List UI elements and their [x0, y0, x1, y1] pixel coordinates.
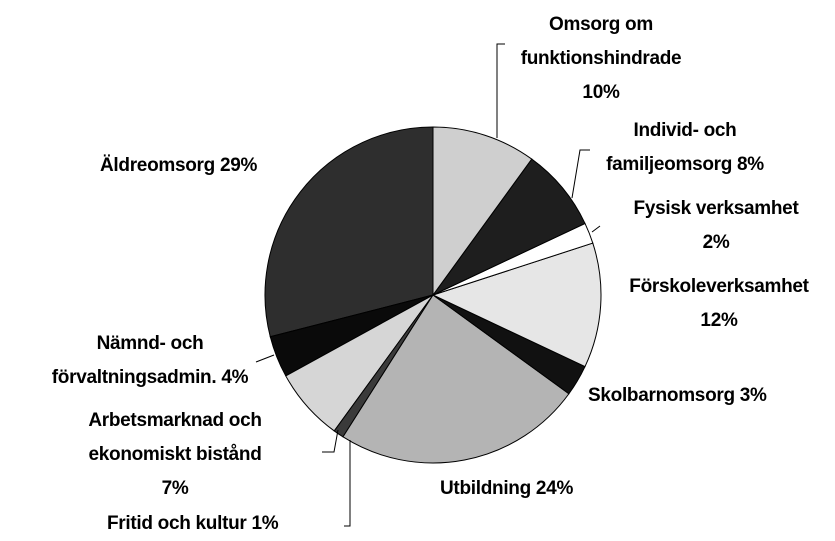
- category-name: Individ- och familjeomsorg: [606, 120, 737, 175]
- slice-label: Nämnd- och förvaltningsadmin. 4%: [30, 327, 270, 395]
- category-name: Fritid och kultur: [107, 513, 247, 534]
- leader-line: [496, 43, 505, 138]
- slice-label: Förskoleverksamhet 12%: [603, 270, 835, 338]
- pie-slice: [431, 242, 602, 368]
- value-label: 1%: [251, 513, 279, 534]
- slice-label: Fysisk verksamhet 2%: [600, 192, 832, 260]
- category-name: Äldreomsorg: [100, 155, 215, 176]
- leader-line: [344, 440, 351, 527]
- pie-slice: [432, 126, 533, 297]
- category-name: Fysisk verksamhet: [633, 198, 799, 219]
- slice-label: Skolbarnomsorg 3%: [588, 379, 767, 413]
- leader-lines: [255, 43, 601, 527]
- leader-line: [255, 354, 275, 363]
- leader-line: [571, 149, 590, 199]
- category-name: Skolbarnomsorg: [588, 385, 735, 406]
- value-label: 4%: [221, 367, 249, 388]
- slice-label: Utbildning 24%: [440, 472, 573, 506]
- value-label: 24%: [535, 478, 574, 499]
- leader-line: [591, 225, 601, 233]
- value-label: 12%: [700, 310, 738, 331]
- category-name: Arbetsmarknad och ekonomiskt bistånd: [88, 410, 262, 465]
- value-label: 2%: [702, 232, 730, 253]
- slice-label: Arbetsmarknad och ekonomiskt bistånd 7%: [65, 404, 285, 506]
- slice-label: Individ- och familjeomsorg 8%: [585, 114, 785, 182]
- category-name: Utbildning: [440, 478, 531, 499]
- value-label: 29%: [219, 155, 258, 176]
- pie-slice: [264, 126, 434, 338]
- slice-label: Omsorg om funktionshindrade 10%: [511, 8, 691, 110]
- value-label: 3%: [739, 385, 767, 406]
- category-name: Nämnd- och förvaltningsadmin.: [51, 333, 217, 388]
- category-name: Förskoleverksamhet: [629, 276, 809, 297]
- pie-slice: [342, 294, 570, 464]
- value-label: 10%: [582, 82, 620, 103]
- category-name: Omsorg om funktionshindrade: [520, 14, 682, 69]
- value-label: 8%: [737, 154, 764, 175]
- leader-line: [322, 429, 339, 453]
- slice-label: Fritid och kultur 1%: [107, 507, 279, 541]
- slice-label: Äldreomsorg 29%: [100, 149, 257, 183]
- value-label: 7%: [161, 478, 189, 499]
